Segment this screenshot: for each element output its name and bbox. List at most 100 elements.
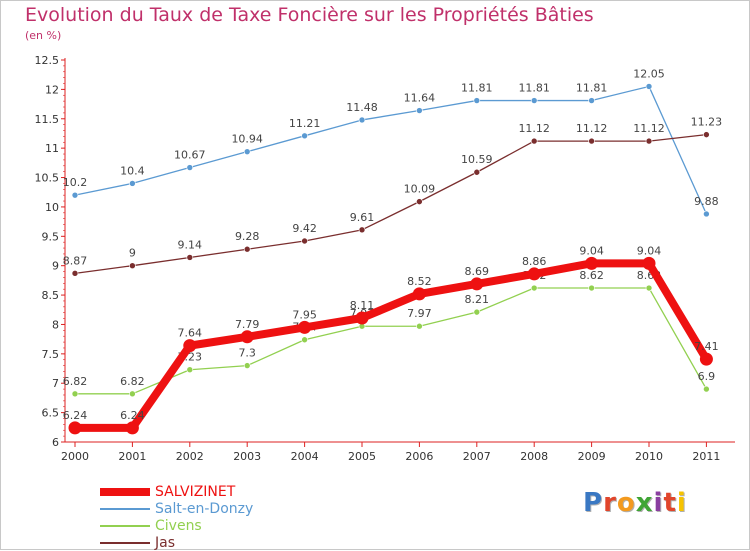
data-point-salvizinet [183,339,197,353]
data-label-jas: 9.14 [178,238,203,251]
data-point-salvizinet [240,330,254,344]
data-label-salvizinet: 7.41 [694,340,719,353]
data-point-salvizinet [585,256,599,270]
x-tick-label: 2005 [348,450,376,463]
data-point-civens [243,362,251,369]
data-point-civens [186,366,194,374]
y-tick-label: 6.5 [42,407,60,420]
data-label-jas: 10.59 [461,153,493,166]
legend-swatch [100,541,150,544]
data-point-salvizinet [355,311,369,325]
y-tick-label: 10.5 [35,172,60,185]
data-point-salt-en-donzy [358,116,366,124]
legend-label: Civens [155,517,202,534]
y-tick-label: 11.5 [35,113,60,126]
data-point-civens [645,284,653,292]
data-label-salt-en-donzy: 11.48 [346,101,378,114]
data-label-salt-en-donzy: 11.21 [289,117,321,130]
x-tick-label: 2011 [692,450,720,463]
x-tick-label: 2010 [635,450,663,463]
y-tick-label: 11 [45,142,59,155]
data-label-jas: 11.12 [576,122,608,135]
data-point-civens [129,390,136,398]
data-point-salvizinet [298,320,312,334]
data-point-salvizinet [527,267,541,281]
data-label-salvizinet: 6.24 [120,409,145,422]
legend-item: Salt-en-Donzy [100,500,253,517]
series-line-salt-en-donzy [74,85,708,215]
data-label-salvizinet: 9.04 [579,244,604,257]
legend-label: Jas [155,534,176,551]
data-point-civens [416,322,423,330]
chart-legend: SALVIZINET Salt-en-Donzy Civens Jas [100,483,253,551]
data-point-salt-en-donzy [703,210,710,218]
y-tick-label: 6 [52,436,59,449]
data-point-jas [129,262,136,269]
series-line-jas [74,133,708,274]
y-tick-label: 9 [52,260,59,273]
data-point-jas [645,137,653,145]
data-point-jas [473,168,481,176]
data-point-jas [71,270,79,277]
data-point-salvizinet [470,277,484,291]
legend-item: Civens [100,517,253,534]
data-label-jas: 11.23 [691,116,723,129]
data-point-civens [71,390,79,398]
x-tick-label: 2008 [520,450,548,463]
data-label-civens: 6.82 [63,375,88,388]
data-label-civens: 6.9 [698,370,716,383]
data-label-salvizinet: 7.95 [292,308,317,321]
data-label-civens: 7.3 [238,347,256,360]
data-point-salvizinet [125,421,139,435]
x-tick-label: 2000 [61,450,89,463]
data-point-jas [301,237,308,245]
data-label-jas: 9.42 [292,222,317,235]
data-point-salt-en-donzy [243,148,251,155]
x-tick-label: 2001 [118,450,146,463]
data-label-salt-en-donzy: 10.94 [231,133,263,146]
data-label-salvizinet: 7.79 [235,318,260,331]
legend-swatch [100,507,150,510]
data-point-civens [588,284,595,292]
data-point-salt-en-donzy [129,180,136,187]
y-tick-label: 12 [45,83,59,96]
data-label-jas: 11.12 [633,122,665,135]
data-label-jas: 8.87 [63,254,88,267]
data-label-civens: 6.82 [120,375,145,388]
data-label-salt-en-donzy: 11.81 [461,82,493,95]
data-point-civens [473,308,481,316]
y-tick-label: 12.5 [35,54,60,67]
data-point-jas [358,226,366,234]
data-point-civens [301,336,308,344]
data-point-jas [416,198,423,205]
data-point-salvizinet [412,287,426,301]
y-tick-label: 7.5 [42,348,60,361]
data-label-civens: 8.21 [465,293,490,306]
data-point-salvizinet [642,256,656,270]
chart-title: Evolution du Taux de Taxe Foncière sur l… [25,4,594,26]
data-label-jas: 9.61 [350,211,375,224]
series-line-salvizinet [71,259,711,432]
x-tick-label: 2002 [176,450,204,463]
data-label-salt-en-donzy: 10.67 [174,149,206,162]
data-label-salt-en-donzy: 12.05 [633,67,665,80]
data-label-jas: 11.12 [518,122,550,135]
data-label-salt-en-donzy: 10.4 [120,164,145,177]
data-label-salvizinet: 8.52 [407,275,432,288]
x-tick-label: 2004 [291,450,319,463]
data-point-salt-en-donzy [473,97,481,104]
data-point-salt-en-donzy [71,191,79,199]
data-point-jas [243,245,251,253]
data-label-jas: 9 [129,247,136,260]
x-tick-label: 2003 [233,450,261,463]
data-point-salt-en-donzy [588,97,595,104]
data-label-civens: 7.97 [407,307,432,320]
legend-label: Salt-en-Donzy [155,500,254,517]
y-tick-label: 7 [52,377,59,390]
proxiti-logo: Proxiti [583,488,687,518]
data-point-civens [530,284,538,292]
x-tick-label: 2007 [463,450,491,463]
legend-item: Jas [100,534,253,551]
data-point-salvizinet [699,352,713,366]
